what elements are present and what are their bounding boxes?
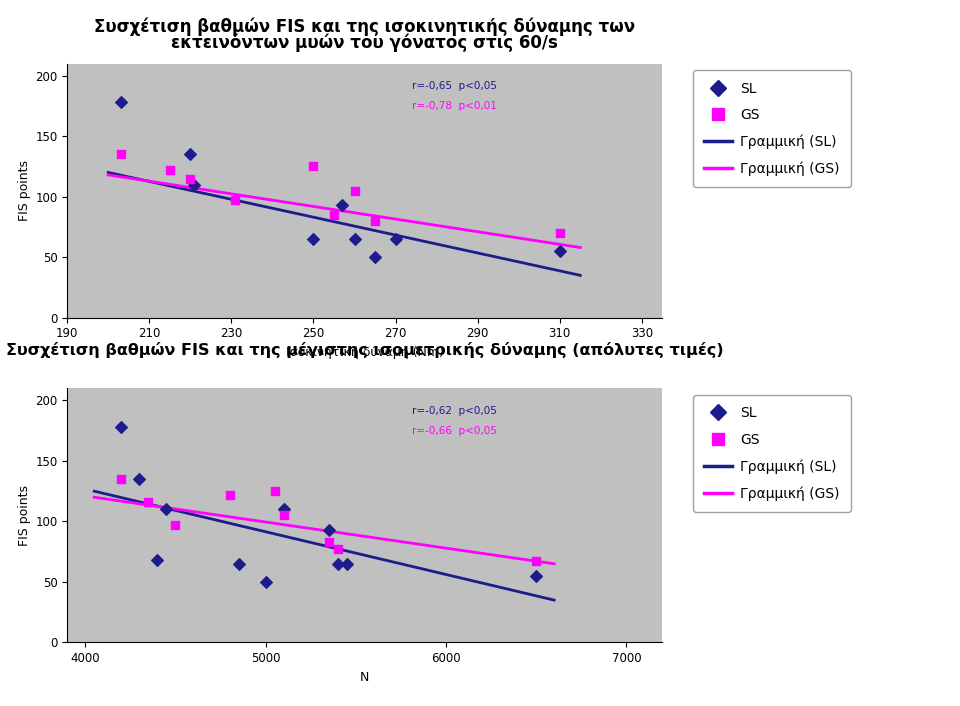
- Legend: SL, GS, Γραμμική (SL), Γραμμική (GS): SL, GS, Γραμμική (SL), Γραμμική (GS): [693, 71, 851, 187]
- Point: [276, 510, 291, 521]
- Text: r=-0,65  p<0,05: r=-0,65 p<0,05: [413, 81, 497, 91]
- Point: [168, 520, 183, 531]
- Point: [141, 496, 156, 508]
- Point: [330, 558, 346, 570]
- Text: εκτεινόντων μυών του γόνατος στις 60/s: εκτεινόντων μυών του γόνατος στις 60/s: [172, 34, 558, 52]
- Point: [388, 234, 403, 245]
- Point: [258, 576, 274, 587]
- Point: [187, 179, 203, 190]
- Point: [113, 474, 129, 485]
- Point: [228, 195, 243, 206]
- Text: r=-0,66  p<0,05: r=-0,66 p<0,05: [413, 426, 497, 436]
- Point: [230, 558, 246, 570]
- Point: [276, 503, 291, 515]
- Legend: SL, GS, Γραμμική (SL), Γραμμική (GS): SL, GS, Γραμμική (SL), Γραμμική (GS): [693, 395, 851, 512]
- Point: [306, 161, 322, 172]
- Text: r=-0,78  p<0,01: r=-0,78 p<0,01: [413, 101, 497, 112]
- Point: [132, 474, 147, 485]
- Point: [339, 558, 354, 570]
- Point: [113, 97, 129, 108]
- Point: [326, 209, 342, 220]
- Text: Συσχέτιση βαθμών FIS και της μέγιστης ισομετρικής δύναμης (απόλυτες τιμές): Συσχέτιση βαθμών FIS και της μέγιστης ισ…: [6, 342, 724, 359]
- Point: [182, 149, 198, 160]
- Point: [306, 234, 322, 245]
- Y-axis label: FIS points: FIS points: [18, 160, 31, 221]
- Text: Συσχέτιση βαθμών FIS και της ισοκινητικής δύναμης των: Συσχέτιση βαθμών FIS και της ισοκινητική…: [94, 18, 636, 36]
- X-axis label: Ισοκινητική δύναμη (Nm): Ισοκινητική δύναμη (Nm): [286, 346, 444, 359]
- Point: [321, 525, 336, 536]
- Point: [113, 149, 129, 160]
- Point: [528, 570, 543, 582]
- Y-axis label: FIS points: FIS points: [18, 485, 31, 546]
- Point: [528, 556, 543, 567]
- Point: [334, 200, 349, 211]
- Point: [368, 215, 383, 227]
- Text: r=-0,62  p<0,05: r=-0,62 p<0,05: [413, 406, 497, 416]
- Point: [347, 234, 362, 245]
- Point: [368, 251, 383, 263]
- Point: [552, 246, 567, 257]
- Point: [162, 164, 178, 176]
- Point: [113, 421, 129, 433]
- Point: [267, 486, 282, 497]
- Point: [150, 554, 165, 566]
- X-axis label: Ν: Ν: [360, 671, 370, 683]
- Point: [321, 537, 336, 548]
- Point: [222, 489, 237, 501]
- Point: [552, 227, 567, 239]
- Point: [182, 173, 198, 184]
- Point: [347, 185, 362, 196]
- Point: [158, 503, 174, 515]
- Point: [330, 544, 346, 555]
